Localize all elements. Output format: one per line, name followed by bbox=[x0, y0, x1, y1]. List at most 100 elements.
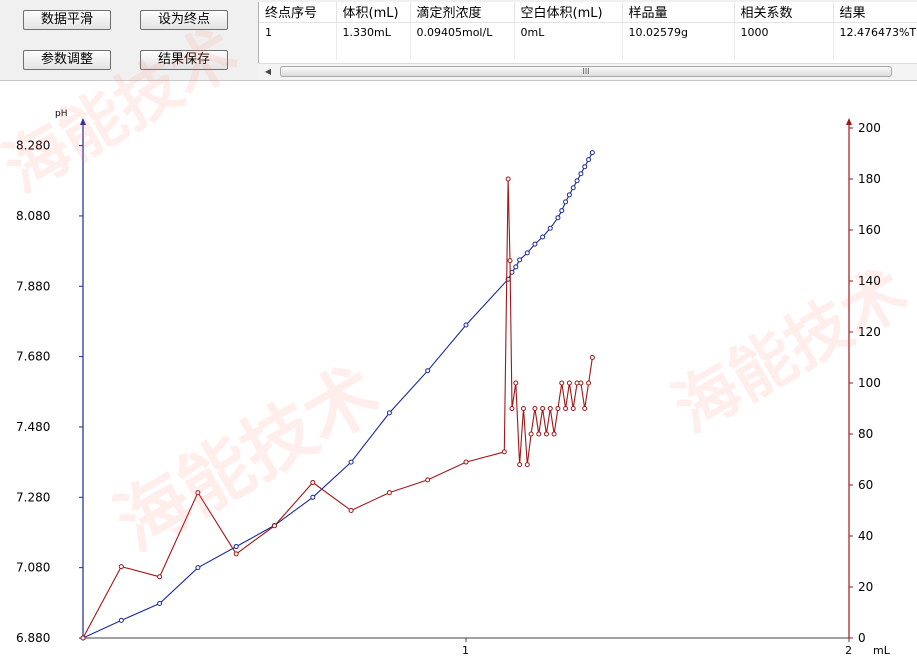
derivative-data-point bbox=[463, 459, 469, 465]
derivative-data-point bbox=[80, 635, 86, 641]
ph-data-point bbox=[540, 234, 546, 240]
derivative-curve-line bbox=[82, 178, 593, 639]
ph-data-point bbox=[555, 215, 561, 221]
derivative-data-point bbox=[536, 431, 542, 437]
y-right-tick-label: 20 bbox=[858, 580, 873, 594]
table-cell: 10.02579g bbox=[622, 22, 735, 42]
derivative-data-point bbox=[505, 176, 511, 182]
ph-data-point bbox=[195, 565, 201, 571]
ph-data-point bbox=[559, 208, 565, 214]
derivative-data-point bbox=[195, 490, 201, 496]
table-cell: 1000 bbox=[734, 22, 834, 42]
scrollbar-thumb[interactable]: III bbox=[280, 66, 892, 77]
column-header[interactable]: 终点序号 bbox=[259, 2, 337, 23]
table-cell: 0.09405mol/L bbox=[410, 22, 515, 42]
adjust-params-button[interactable]: 参数调整 bbox=[23, 50, 111, 70]
table-row[interactable]: 1 1.330mL 0.09405mol/L 0mL 10.02579g 1000 12.4… bbox=[259, 22, 917, 42]
column-header[interactable]: 样品量 bbox=[622, 2, 735, 23]
table-cell: 1 bbox=[259, 22, 337, 42]
y-axis-left-arrow-icon bbox=[80, 118, 86, 125]
ph-data-point bbox=[570, 185, 576, 191]
ph-data-point bbox=[578, 171, 584, 177]
derivative-data-point bbox=[570, 406, 576, 411]
derivative-data-point bbox=[543, 431, 549, 437]
ph-data-point bbox=[547, 225, 553, 231]
y-right-tick-label: 40 bbox=[858, 529, 873, 543]
derivative-data-point bbox=[310, 479, 316, 485]
column-header[interactable]: 相关系数 bbox=[734, 2, 834, 23]
x-tick-label: 2 bbox=[845, 644, 852, 657]
derivative-data-point bbox=[348, 508, 354, 513]
derivative-data-point bbox=[547, 406, 553, 411]
derivative-data-point bbox=[501, 449, 507, 455]
ph-data-point bbox=[348, 459, 354, 465]
derivative-data-point bbox=[507, 258, 513, 264]
y-axis-left-label: pH bbox=[55, 109, 67, 119]
derivative-data-point bbox=[563, 406, 569, 411]
x-axis-label: mL bbox=[873, 644, 891, 657]
smooth-data-button[interactable]: 数据平滑 bbox=[23, 10, 111, 30]
y-left-tick-label: 8.080 bbox=[16, 209, 50, 223]
derivative-data-point bbox=[559, 380, 565, 386]
table-row-empty bbox=[259, 42, 917, 60]
derivative-data-point bbox=[555, 406, 561, 411]
derivative-data-point bbox=[386, 490, 392, 496]
table-header-row: 终点序号 体积(mL) 滴定剂浓度 空白体积(mL) 样品量 相关系数 结果 bbox=[259, 2, 917, 23]
y-right-tick-label: 140 bbox=[858, 274, 881, 288]
ph-data-point bbox=[586, 157, 592, 163]
derivative-data-point bbox=[551, 431, 557, 437]
y-left-tick-label: 6.880 bbox=[16, 631, 50, 645]
derivative-data-point bbox=[586, 380, 592, 386]
ph-data-point bbox=[310, 494, 316, 500]
set-endpoint-button[interactable]: 设为终点 bbox=[140, 10, 228, 30]
ph-data-point bbox=[589, 150, 595, 156]
results-table: 终点序号 体积(mL) 滴定剂浓度 空白体积(mL) 样品量 相关系数 结果 1 1.330m… bbox=[259, 2, 917, 60]
derivative-data-point bbox=[524, 462, 530, 468]
derivative-data-point bbox=[578, 380, 584, 386]
scroll-left-arrow-icon[interactable]: ◀ bbox=[264, 67, 272, 76]
y-right-tick-label: 180 bbox=[858, 172, 881, 186]
derivative-data-point bbox=[517, 462, 523, 468]
column-header[interactable]: 滴定剂浓度 bbox=[410, 2, 515, 23]
derivative-data-point bbox=[513, 380, 519, 386]
derivative-data-point bbox=[233, 551, 239, 557]
y-axis-right-arrow-icon bbox=[846, 118, 852, 125]
derivative-data-point bbox=[589, 355, 595, 360]
ph-data-point bbox=[425, 368, 431, 374]
column-header[interactable]: 空白体积(mL) bbox=[514, 2, 623, 23]
table-cell: 0mL bbox=[514, 22, 623, 42]
derivative-data-point bbox=[157, 574, 163, 580]
y-left-tick-label: 7.880 bbox=[16, 279, 50, 293]
ph-data-point bbox=[513, 264, 519, 270]
derivative-data-point bbox=[540, 406, 546, 411]
y-right-tick-label: 60 bbox=[858, 478, 873, 492]
ph-data-point bbox=[582, 164, 588, 170]
derivative-data-point bbox=[520, 406, 526, 411]
y-left-tick-label: 7.480 bbox=[16, 420, 50, 434]
y-right-tick-label: 120 bbox=[858, 325, 881, 339]
y-left-tick-label: 7.280 bbox=[16, 490, 50, 504]
ph-data-point bbox=[517, 257, 523, 263]
derivative-data-point bbox=[272, 523, 277, 529]
y-left-tick-label: 8.280 bbox=[16, 139, 50, 153]
ph-data-point bbox=[386, 410, 392, 416]
derivative-data-point bbox=[582, 406, 588, 411]
derivative-data-point bbox=[566, 380, 572, 386]
y-right-tick-label: 80 bbox=[858, 427, 873, 441]
ph-data-point bbox=[463, 322, 469, 328]
ph-data-point bbox=[524, 250, 530, 256]
ph-data-point bbox=[566, 192, 572, 198]
horizontal-scrollbar[interactable]: ◀ III bbox=[258, 63, 917, 80]
column-header[interactable]: 体积(mL) bbox=[336, 2, 411, 23]
derivative-data-point bbox=[532, 406, 538, 411]
derivative-data-point bbox=[509, 406, 515, 411]
y-right-tick-label: 100 bbox=[858, 376, 881, 390]
titration-chart: pH mL 6.880 7.080 7.280 7.480 7.680 7.880 8.080 8… bbox=[16, 109, 891, 657]
column-header[interactable]: 结果 bbox=[833, 2, 917, 23]
derivative-data-point bbox=[528, 431, 534, 437]
table-cell: 1.330mL bbox=[336, 22, 411, 42]
ph-data-point bbox=[118, 617, 124, 623]
ph-data-point bbox=[574, 178, 580, 184]
y-right-tick-label: 200 bbox=[858, 121, 881, 135]
save-result-button[interactable]: 结果保存 bbox=[140, 50, 228, 70]
